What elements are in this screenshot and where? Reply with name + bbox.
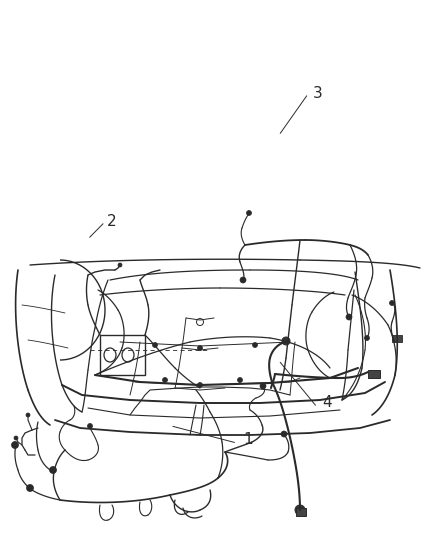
Bar — [368, 370, 380, 378]
Circle shape — [247, 211, 251, 215]
Text: 3: 3 — [313, 86, 323, 101]
Bar — [100, 335, 145, 375]
Circle shape — [282, 337, 290, 345]
Circle shape — [260, 383, 266, 389]
Bar — [392, 335, 402, 342]
Circle shape — [162, 377, 167, 383]
Circle shape — [240, 277, 246, 283]
Circle shape — [237, 377, 243, 383]
Text: 4: 4 — [322, 395, 332, 410]
Circle shape — [295, 505, 305, 515]
Circle shape — [389, 301, 395, 305]
Circle shape — [26, 413, 30, 417]
Circle shape — [198, 383, 202, 387]
Circle shape — [88, 424, 92, 429]
Circle shape — [11, 441, 18, 448]
Text: 2: 2 — [107, 214, 117, 229]
Circle shape — [14, 436, 18, 440]
Circle shape — [118, 263, 122, 267]
Circle shape — [152, 343, 158, 348]
Circle shape — [252, 343, 258, 348]
Circle shape — [198, 345, 202, 351]
Circle shape — [27, 484, 33, 491]
Circle shape — [49, 466, 57, 473]
Text: 1: 1 — [243, 432, 253, 447]
Circle shape — [346, 314, 352, 320]
Circle shape — [364, 335, 370, 341]
Circle shape — [281, 431, 287, 437]
Bar — [296, 508, 306, 516]
